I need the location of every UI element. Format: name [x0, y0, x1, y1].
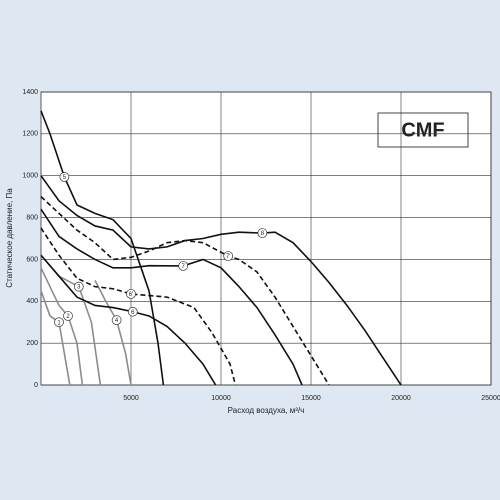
- x-tick-label: 5000: [123, 395, 139, 402]
- curve-label: 1: [57, 320, 61, 326]
- curve-badge: [126, 289, 136, 299]
- curve-badge: [127, 306, 138, 317]
- badge: CMF: [401, 119, 444, 141]
- curve: [40, 110, 165, 386]
- curve-label: 2: [66, 314, 70, 320]
- curve-badge: [111, 315, 122, 325]
- x-tick-label: 15000: [301, 395, 321, 402]
- curve-badge: [257, 228, 268, 238]
- curve-label: 5: [63, 175, 67, 181]
- x-tick-label: 20000: [391, 395, 411, 402]
- y-axis-title: Статическое давление, Па: [5, 188, 14, 288]
- curve-label: 3: [77, 285, 81, 291]
- curve-badge: [178, 261, 189, 271]
- y-tick-label: 1000: [22, 173, 38, 180]
- curve: [40, 227, 237, 386]
- x-tick-label: 10000: [211, 395, 231, 402]
- badge-box: [377, 112, 469, 148]
- curve: [40, 175, 402, 386]
- y-tick-label: 400: [26, 298, 38, 305]
- curve-label: 8: [261, 231, 265, 237]
- curve-badge: [63, 311, 73, 321]
- curve-badge: [223, 251, 234, 261]
- y-tick-label: 800: [26, 214, 38, 221]
- curve-label: 7: [182, 264, 186, 270]
- curve-label: 4: [115, 318, 119, 324]
- curve-badge: [59, 172, 70, 182]
- curve-label: 6': [129, 292, 133, 298]
- y-tick-label: 0: [34, 382, 38, 389]
- y-tick-label: 1200: [22, 131, 38, 138]
- x-tick-label: 25000: [481, 395, 500, 402]
- curve-badge: [73, 281, 84, 292]
- y-tick-label: 1400: [22, 89, 38, 96]
- y-tick-label: 600: [26, 256, 38, 263]
- curve-label: 7': [226, 254, 230, 260]
- y-tick-label: 200: [26, 340, 38, 347]
- curve-badge: [54, 317, 64, 328]
- curve-label: 6: [131, 310, 135, 316]
- x-axis-title: Расход воздуха, м³/ч: [228, 406, 305, 415]
